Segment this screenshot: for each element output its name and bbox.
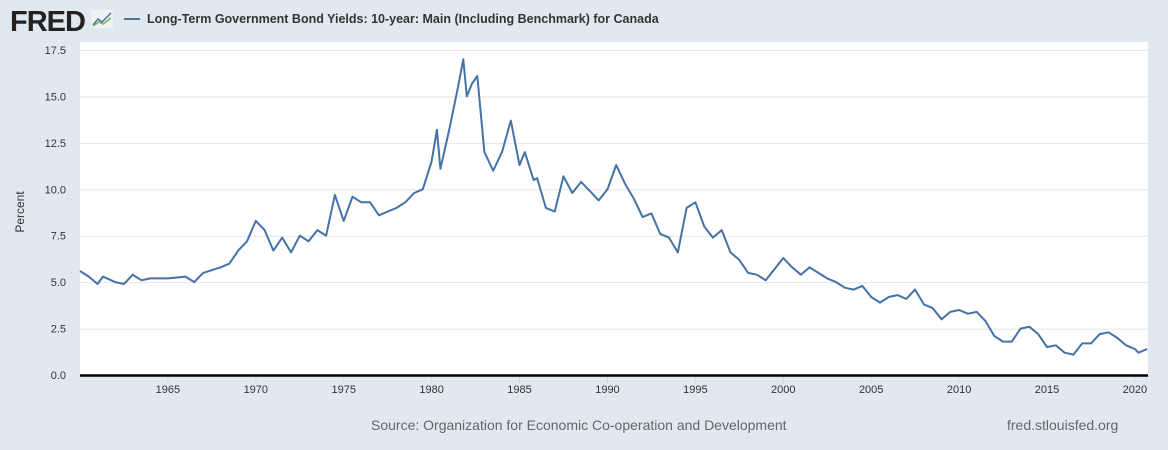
fred-logo[interactable]: FRED	[10, 6, 86, 38]
y-tick-label: 10.0	[45, 184, 66, 196]
x-tick-label: 1980	[419, 384, 443, 396]
y-tick-label: 12.5	[45, 138, 66, 150]
fred-url-link[interactable]: fred.stlouisfed.org	[1007, 417, 1119, 433]
x-tick-label: 2005	[859, 384, 883, 396]
y-tick-label: 0.0	[51, 370, 66, 382]
legend-swatch	[124, 18, 140, 20]
x-tick-label: 1965	[156, 384, 180, 396]
chart-legend[interactable]: Long-Term Government Bond Yields: 10-yea…	[124, 12, 659, 26]
x-tick-label: 1975	[331, 384, 355, 396]
y-tick-label: 7.5	[51, 231, 66, 243]
x-tick-label: 1995	[683, 384, 707, 396]
chart-logo-icon	[91, 10, 113, 28]
x-tick-label: 1990	[595, 384, 619, 396]
y-axis-label: Percent	[13, 191, 27, 233]
x-tick-label: 2015	[1035, 384, 1059, 396]
x-tick-label: 2020	[1123, 384, 1147, 396]
x-tick-label: 2000	[771, 384, 795, 396]
x-tick-label: 1970	[244, 384, 268, 396]
y-tick-label: 15.0	[45, 91, 66, 103]
x-tick-label: 2010	[947, 384, 971, 396]
source-note: Source: Organization for Economic Co-ope…	[371, 417, 787, 433]
series-line	[79, 58, 1148, 356]
y-tick-label: 17.5	[45, 45, 66, 57]
x-tick-label: 1985	[507, 384, 531, 396]
y-tick-label: 2.5	[51, 324, 66, 336]
y-tick-label: 5.0	[51, 277, 66, 289]
legend-label: Long-Term Government Bond Yields: 10-yea…	[147, 12, 659, 26]
plot-area	[80, 42, 1148, 375]
